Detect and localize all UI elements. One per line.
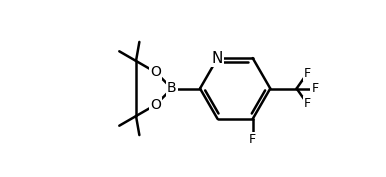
Text: F: F xyxy=(312,82,318,95)
Text: B: B xyxy=(167,81,177,96)
Text: O: O xyxy=(150,98,161,112)
Text: N: N xyxy=(212,51,223,66)
Text: F: F xyxy=(249,133,256,147)
Text: F: F xyxy=(303,97,311,110)
Text: F: F xyxy=(303,67,311,80)
Text: O: O xyxy=(150,65,161,79)
